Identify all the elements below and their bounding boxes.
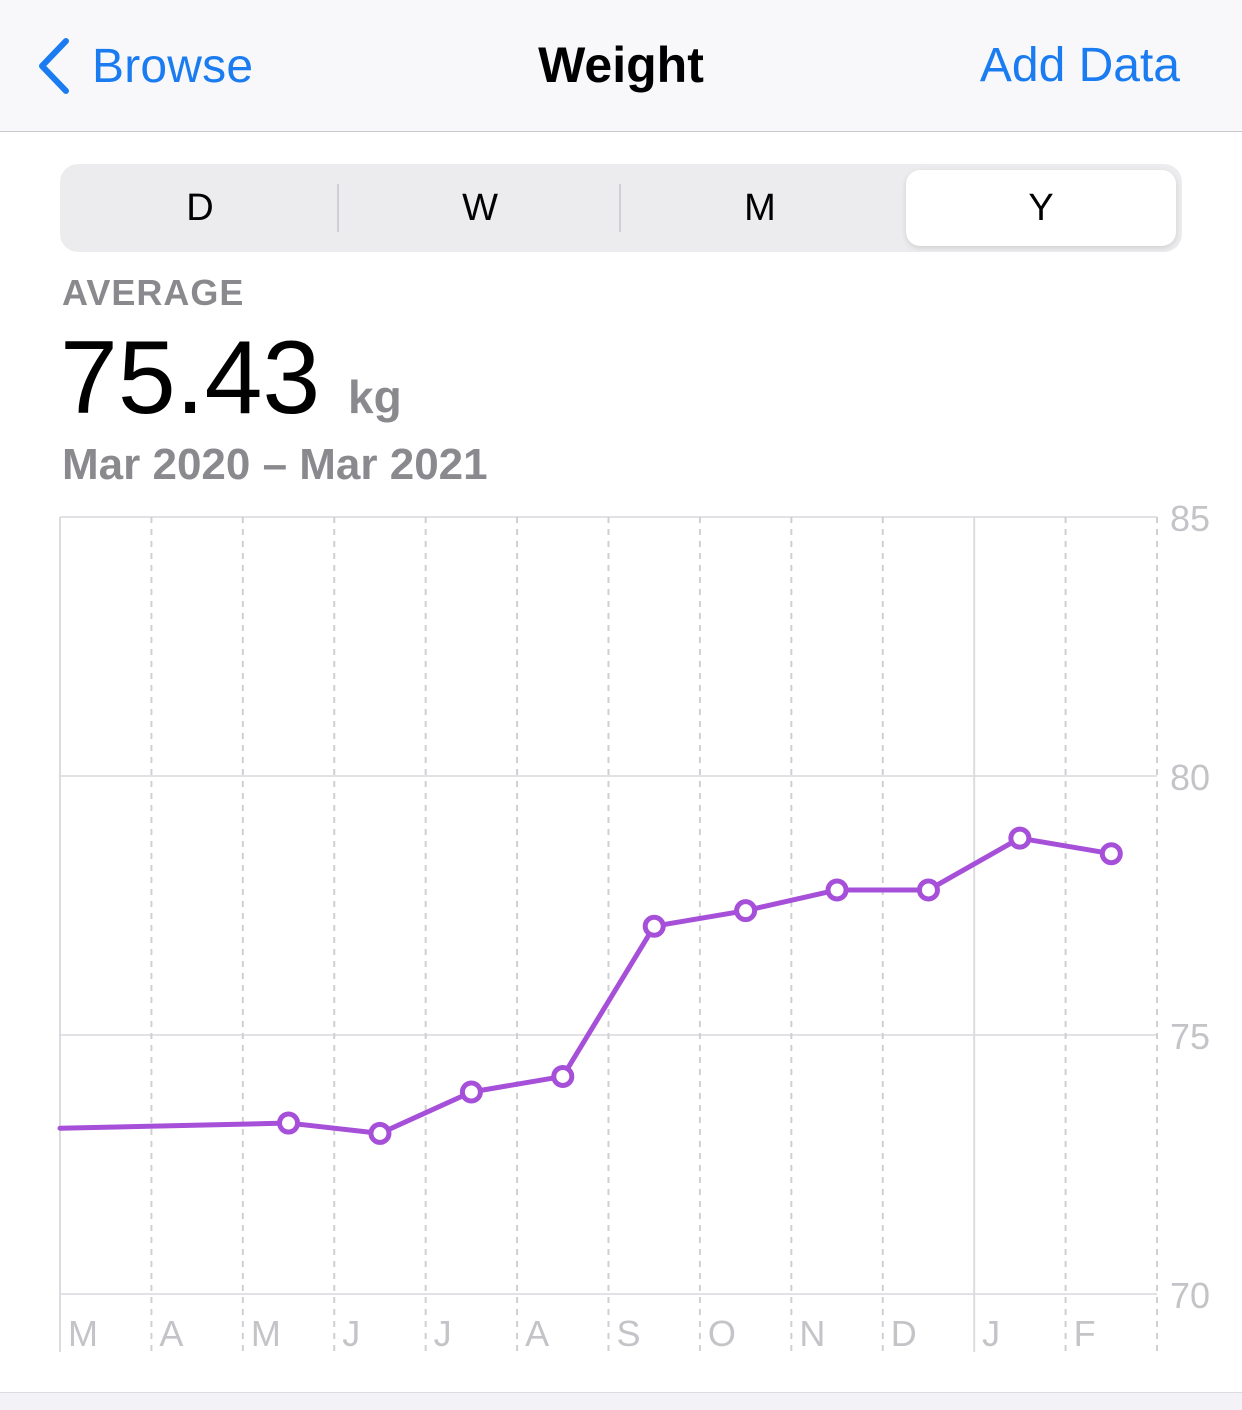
y-tick-label: 70 — [1170, 1275, 1210, 1316]
data-point — [551, 1064, 575, 1088]
x-tick-label: M — [251, 1313, 281, 1354]
back-button-label: Browse — [92, 39, 254, 93]
data-point — [368, 1121, 392, 1145]
data-point — [277, 1111, 301, 1135]
data-point — [642, 914, 666, 938]
x-tick-label: N — [799, 1313, 825, 1354]
date-range: Mar 2020 – Mar 2021 — [62, 440, 488, 489]
series-line — [57, 835, 1114, 1136]
data-point — [1099, 842, 1123, 866]
x-tick-label: A — [525, 1313, 549, 1354]
average-label: AVERAGE — [62, 272, 245, 313]
data-point — [1008, 826, 1032, 850]
segment-divider — [337, 184, 339, 232]
average-value: 75.43 — [60, 320, 321, 436]
segment-week[interactable]: W — [462, 186, 498, 229]
x-tick-label: J — [982, 1313, 1000, 1354]
data-point — [459, 1080, 483, 1104]
data-point — [916, 878, 940, 902]
segment-divider — [619, 184, 621, 232]
y-tick-label: 85 — [1170, 498, 1210, 539]
back-button[interactable]: Browse — [36, 34, 253, 98]
segment-month[interactable]: M — [744, 186, 776, 229]
navigation-bar: Browse Weight Add Data — [0, 0, 1242, 132]
average-unit: kg — [348, 371, 402, 423]
x-tick-label: J — [342, 1313, 360, 1354]
x-tick-label: S — [617, 1313, 641, 1354]
data-point — [825, 878, 849, 902]
x-tick-label: M — [68, 1313, 98, 1354]
add-data-button[interactable]: Add Data — [979, 39, 1180, 92]
chevron-left-icon — [39, 38, 69, 94]
x-tick-label: A — [159, 1313, 183, 1354]
page-title: Weight — [538, 37, 704, 93]
segment-year[interactable]: Y — [906, 170, 1176, 246]
x-tick-label: F — [1074, 1313, 1096, 1354]
x-tick-label: O — [708, 1313, 736, 1354]
x-tick-label: D — [891, 1313, 917, 1354]
segment-day[interactable]: D — [186, 186, 214, 229]
bottom-strip — [0, 1392, 1242, 1410]
time-range-segmented-control: D W M Y — [60, 164, 1182, 252]
x-tick-label: J — [434, 1313, 452, 1354]
y-tick-label: 75 — [1170, 1016, 1210, 1057]
y-tick-label: 80 — [1170, 757, 1210, 798]
data-point — [734, 899, 758, 923]
